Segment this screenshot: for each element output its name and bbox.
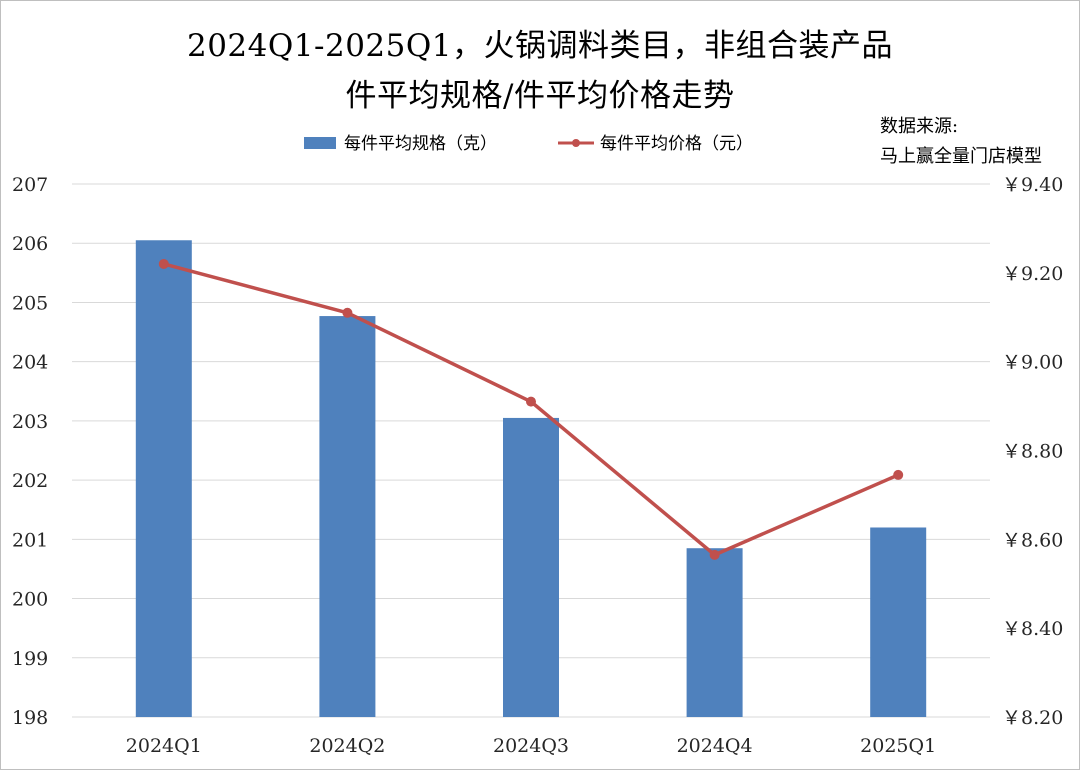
y-left-tick-label: 198 [12, 707, 48, 729]
legend: 每件平均规格（克） 每件平均价格（元） [304, 134, 753, 154]
y-right-tick-label: ￥8.80 [1002, 441, 1063, 463]
bar [686, 548, 743, 717]
line-point [709, 549, 720, 560]
legend-marker-line [572, 139, 580, 147]
bar [503, 417, 559, 717]
bar [870, 527, 927, 717]
y-left-tick-label: 206 [12, 233, 48, 255]
y-left-tick-label: 207 [12, 174, 48, 196]
y-right-tick-label: ￥9.00 [1002, 352, 1063, 374]
legend-swatch-bar [304, 137, 336, 149]
y-left-tick-label: 203 [12, 411, 48, 433]
y-right-tick-label: ￥9.40 [1002, 174, 1063, 196]
y-left-tick-label: 200 [12, 589, 48, 611]
axis-labels: 207 206 205 204 203 202 201 200 199 198 ￥9.40 ￥9.20… [12, 174, 1063, 757]
x-tick-label: 2024Q2 [309, 735, 385, 757]
bar-series [135, 240, 927, 717]
y-left-tick-label: 202 [12, 470, 48, 492]
y-right-tick-label: ￥8.20 [1002, 707, 1063, 729]
y-right-tick-label: ￥9.20 [1002, 263, 1063, 285]
x-tick-label: 2025Q1 [860, 735, 936, 757]
chart-title-line2: 件平均规格/件平均价格走势 [345, 78, 735, 114]
chart-title-line1: 2024Q1-2025Q1，火锅调料类目，非组合装产品 [186, 28, 894, 64]
line-point [158, 258, 169, 269]
source-name: 马上赢全量门店模型 [880, 146, 1042, 167]
line-series [158, 258, 904, 560]
y-left-tick-label: 204 [12, 352, 48, 374]
line-point [526, 396, 536, 407]
y-left-tick-label: 201 [12, 529, 48, 551]
x-tick-label: 2024Q4 [677, 735, 753, 757]
line-point [342, 307, 353, 318]
legend-label-bar: 每件平均规格（克） [344, 134, 497, 154]
x-tick-label: 2024Q1 [126, 735, 202, 757]
source-label: 数据来源: [880, 116, 959, 137]
y-right-tick-label: ￥8.40 [1002, 618, 1063, 640]
x-tick-label: 2024Q3 [493, 735, 569, 757]
bar [135, 240, 192, 717]
bar [319, 316, 376, 717]
line-point [893, 469, 904, 480]
y-right-tick-label: ￥8.60 [1002, 529, 1063, 551]
y-left-tick-label: 199 [12, 648, 48, 670]
y-left-tick-label: 205 [12, 292, 48, 314]
legend-label-line: 每件平均价格（元） [600, 134, 753, 154]
